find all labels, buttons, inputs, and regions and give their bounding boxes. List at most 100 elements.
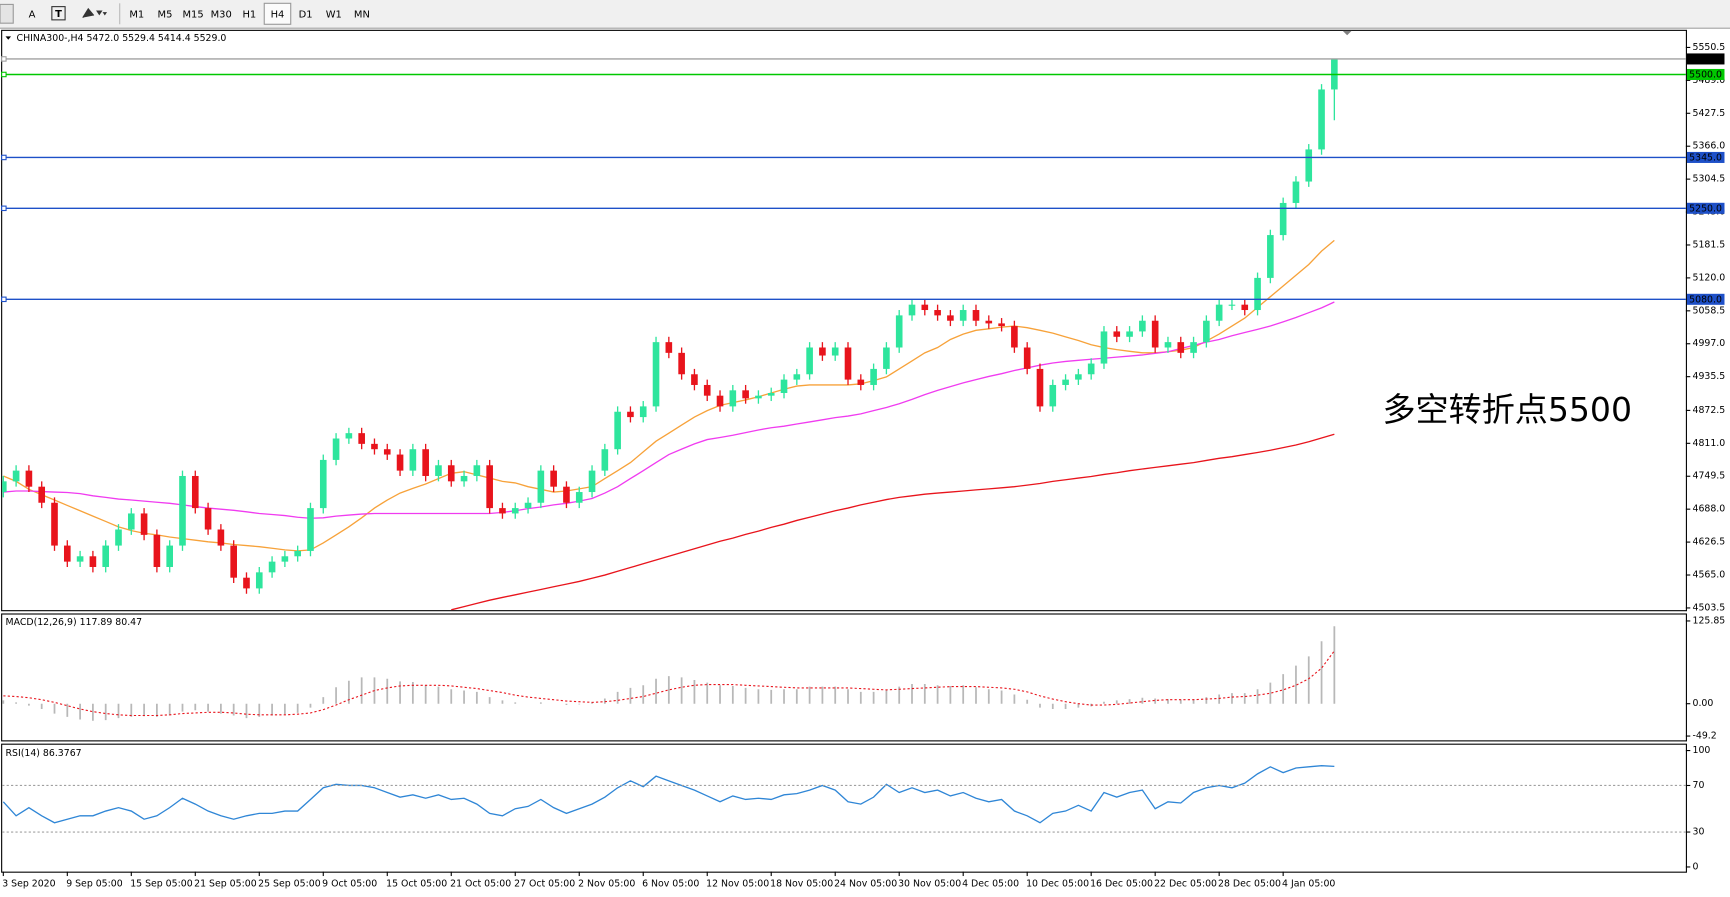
candle-body <box>1254 277 1261 311</box>
y-tick-label: -49.2 <box>1692 731 1716 742</box>
candle-body <box>1267 235 1274 278</box>
crosshair-button[interactable] <box>0 3 14 24</box>
x-tick-label: 6 Nov 05:00 <box>642 878 699 889</box>
x-tick-label: 3 Sep 2020 <box>2 878 55 889</box>
candle-body <box>25 470 33 487</box>
candle-body <box>127 513 135 530</box>
macd-title: MACD(12,26,9) 117.89 80.47 <box>6 617 143 628</box>
x-tick-label: 9 Sep 05:00 <box>66 878 123 889</box>
moving-average <box>3 301 1335 519</box>
y-tick-label: 0 <box>1692 861 1698 872</box>
timeframe-label[interactable]: M1 <box>129 9 144 20</box>
x-tick-label: 28 Dec 05:00 <box>1218 878 1281 889</box>
candle-body <box>652 342 660 407</box>
candle-body <box>575 492 583 503</box>
shapes-button[interactable] <box>82 7 108 18</box>
candle-body <box>972 310 980 321</box>
y-tick-label: 5366.0 <box>1692 141 1725 152</box>
timeframe-label[interactable]: MN <box>354 9 370 20</box>
candle-body <box>396 454 404 471</box>
candle-body <box>806 347 813 375</box>
toolbar-bg <box>0 0 1730 28</box>
text-tool-button[interactable]: A <box>29 9 36 20</box>
candle-body <box>883 347 890 369</box>
level-line-label: 5080.0 <box>1689 294 1722 305</box>
timeframe-label[interactable]: M30 <box>211 9 232 20</box>
candle-body <box>191 475 199 509</box>
candle-body <box>76 556 84 562</box>
label-tool-button[interactable]: T <box>51 6 66 21</box>
candle-body <box>371 443 378 450</box>
candle-body <box>1164 342 1172 348</box>
candle-body <box>140 513 148 535</box>
candle-body <box>831 347 839 356</box>
candle-body <box>1011 326 1018 348</box>
timeframe-label[interactable]: H4 <box>271 9 285 20</box>
candle-body <box>358 433 365 444</box>
candle-body <box>1087 363 1095 375</box>
candle-body <box>63 545 71 562</box>
x-tick-label: 4 Dec 05:00 <box>962 878 1019 889</box>
candle-body <box>627 411 634 418</box>
candle-body <box>1279 202 1287 236</box>
candle-body <box>678 352 685 375</box>
timeframe-label[interactable]: H1 <box>242 9 256 20</box>
candle-body <box>934 310 941 316</box>
candle-body <box>268 561 276 573</box>
toolbar: A T M1 M5 M15 M30 H1 H4 D1 W1 MN <box>0 0 1730 29</box>
y-tick-label: 4872.5 <box>1692 405 1725 416</box>
y-tick-label: 5120.0 <box>1692 272 1725 283</box>
candle-body <box>115 529 122 546</box>
y-tick-label: 30 <box>1692 827 1704 838</box>
x-tick-label: 15 Sep 05:00 <box>130 878 193 889</box>
timeframe-label[interactable]: D1 <box>299 9 313 20</box>
x-tick-label: 10 Dec 05:00 <box>1026 878 1089 889</box>
current-price-line-handle <box>1 56 7 62</box>
candle-body <box>716 395 724 407</box>
y-tick-label: 4997.0 <box>1692 338 1725 349</box>
candle-body <box>89 556 97 567</box>
level-line-label: 5345.0 <box>1689 153 1722 164</box>
candle-body <box>857 379 865 385</box>
candle-body <box>345 433 353 439</box>
timeframe-label[interactable]: M5 <box>158 9 173 20</box>
candle-body <box>1049 384 1057 407</box>
menu-triangle[interactable] <box>5 36 12 40</box>
annotation: 多空转折点5500 <box>1382 390 1632 429</box>
candle-body <box>639 406 647 418</box>
candle-body <box>1075 374 1082 380</box>
candle-body <box>1318 89 1325 150</box>
chart-shift-marker[interactable] <box>1342 30 1352 36</box>
candle-body <box>435 465 442 476</box>
y-tick-label: 100 <box>1692 745 1710 756</box>
y-tick-label: 5058.5 <box>1692 305 1725 316</box>
y-tick-label: 0.00 <box>1692 698 1713 709</box>
candle-body <box>217 529 225 546</box>
y-tick-label: 4935.5 <box>1692 371 1725 382</box>
candle-body <box>153 534 161 567</box>
candle-body <box>409 449 417 471</box>
main-panel-frame <box>1 29 1687 612</box>
candle-body <box>1203 320 1210 343</box>
candle-body <box>563 486 570 503</box>
candle-body <box>447 465 455 482</box>
candle-body <box>1151 320 1159 348</box>
candle-body <box>486 465 493 509</box>
x-tick-label: 16 Dec 05:00 <box>1090 878 1153 889</box>
candle-body <box>1126 331 1133 337</box>
candle-body <box>780 379 788 394</box>
timeframe-label[interactable]: W1 <box>326 9 342 20</box>
timeframe-button[interactable] <box>263 2 292 25</box>
candle-body <box>204 508 212 530</box>
x-tick-label: 18 Nov 05:00 <box>770 878 833 889</box>
current-price-line-tag <box>1686 53 1725 65</box>
candle-body <box>1190 342 1197 353</box>
y-tick-label: 5427.5 <box>1692 108 1725 119</box>
x-tick-label: 27 Oct 05:00 <box>514 878 575 889</box>
y-tick-label: 5181.5 <box>1692 239 1725 250</box>
timeframe-label[interactable]: M15 <box>183 9 204 20</box>
x-tick-label: 2 Nov 05:00 <box>578 878 635 889</box>
svg-text:T: T <box>55 9 62 20</box>
x-tick-label: 24 Nov 05:00 <box>834 878 897 889</box>
